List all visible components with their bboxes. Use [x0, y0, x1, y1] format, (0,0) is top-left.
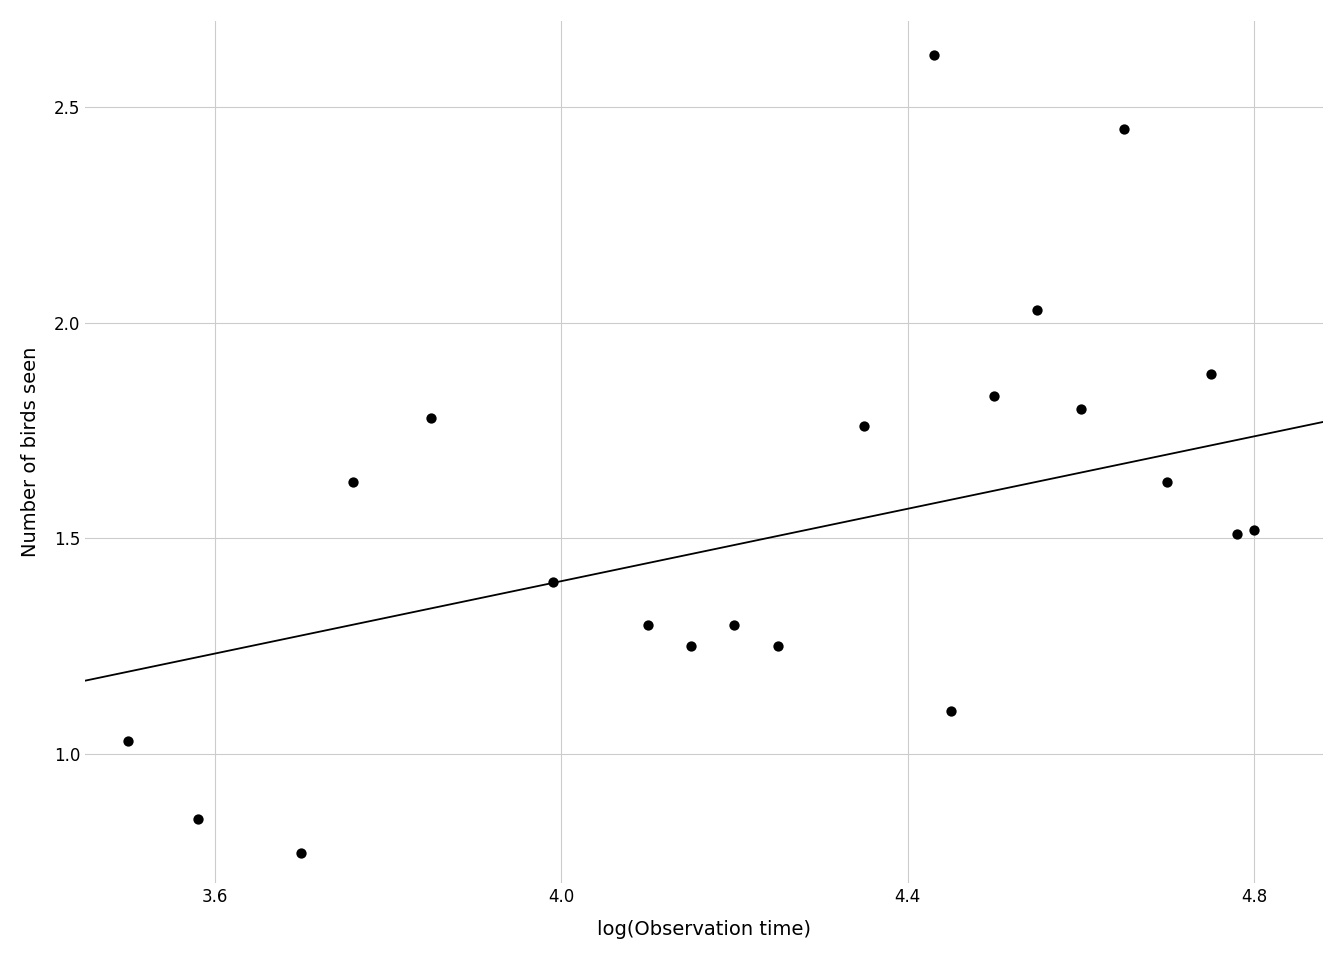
Point: [1157, 474, 1179, 490]
Point: [343, 474, 364, 490]
Point: [984, 389, 1005, 404]
Point: [421, 410, 442, 425]
Y-axis label: Number of birds seen: Number of birds seen: [22, 347, 40, 558]
Point: [723, 617, 745, 633]
Point: [680, 638, 702, 654]
Point: [1200, 367, 1222, 382]
Point: [1113, 121, 1134, 136]
Point: [1027, 302, 1048, 318]
Point: [767, 638, 789, 654]
Point: [637, 617, 659, 633]
Point: [1226, 526, 1247, 541]
Point: [939, 704, 961, 719]
Point: [542, 574, 563, 589]
Point: [1243, 522, 1265, 538]
Point: [853, 419, 875, 434]
Point: [290, 846, 312, 861]
Point: [1070, 401, 1091, 417]
Point: [923, 48, 945, 63]
Point: [187, 811, 208, 827]
X-axis label: log(Observation time): log(Observation time): [597, 921, 810, 939]
Point: [117, 733, 138, 749]
